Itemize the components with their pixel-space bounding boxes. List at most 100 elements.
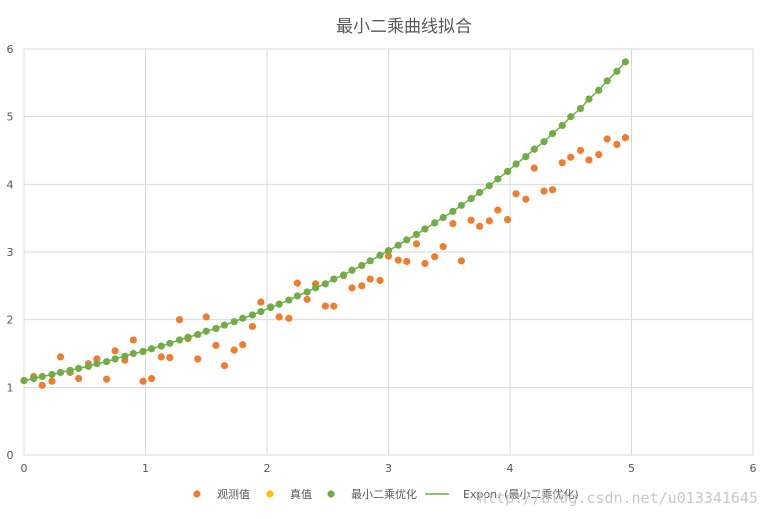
observed-point-22	[220, 362, 229, 370]
observed-point-48	[457, 257, 465, 265]
legend-marker-2	[327, 490, 335, 498]
fitted-point-5	[66, 366, 74, 375]
observed-point-42	[403, 257, 411, 266]
fitted-point-47	[449, 207, 457, 215]
x-tick-label-3: 3	[385, 462, 392, 475]
fitted-point-3	[48, 370, 56, 379]
fitted-point-9	[103, 358, 111, 366]
observed-point-12	[129, 336, 137, 344]
fitted-point-59	[558, 121, 566, 130]
observed-point-34	[330, 302, 338, 310]
observed-point-36	[348, 284, 356, 292]
fitted-point-23	[230, 318, 238, 326]
observed-point-52	[494, 206, 502, 214]
fitted-point-22	[220, 321, 229, 329]
observed-point-62	[585, 156, 593, 164]
fitted-point-29	[285, 296, 293, 304]
observed-point-54	[512, 190, 520, 198]
observed-point-31	[303, 295, 311, 303]
fitted-point-8	[93, 360, 101, 368]
observed-point-4	[56, 353, 65, 361]
fitted-point-50	[476, 188, 484, 197]
legend-item-1[interactable]: 真值	[266, 487, 312, 501]
observed-point-2	[38, 381, 46, 389]
observed-point-47	[449, 219, 457, 228]
fitted-point-36	[348, 266, 356, 274]
observed-point-56	[530, 164, 538, 172]
fitted-point-61	[576, 104, 585, 113]
fitted-point-6	[75, 364, 83, 372]
observed-point-33	[321, 302, 329, 310]
legend-item-2[interactable]: 最小二乘优化	[327, 487, 417, 501]
y-tick-label-6: 6	[7, 43, 14, 56]
data-points	[20, 58, 630, 389]
observed-point-49	[467, 216, 475, 224]
fitted-point-44	[421, 225, 429, 233]
y-tick-label-5: 5	[7, 111, 14, 124]
fitted-point-34	[330, 275, 338, 283]
fitted-point-20	[202, 327, 210, 335]
axis-ticks: 0 1 2 3 4 5 6 0 1 2 3 4 5 6	[7, 43, 757, 475]
legend[interactable]: 观测值 真值 最小二乘优化 Expon. (最小二乘优化)	[193, 487, 579, 501]
fitted-point-27	[267, 303, 275, 312]
y-tick-label-2: 2	[7, 314, 14, 327]
fitted-point-37	[358, 261, 366, 270]
legend-marker-0	[193, 490, 201, 498]
fitted-point-53	[503, 167, 512, 176]
fitted-point-2	[38, 372, 46, 381]
legend-item-3[interactable]: Expon. (最小二乘优化)	[425, 487, 579, 501]
fitted-point-1	[30, 374, 38, 383]
fitted-point-12	[129, 349, 137, 358]
observed-point-39	[376, 276, 384, 285]
fitted-point-65	[613, 67, 621, 75]
observed-point-28	[275, 313, 283, 321]
observed-point-26	[257, 298, 265, 306]
fitted-point-31	[303, 288, 311, 296]
fitted-point-43	[412, 230, 421, 239]
observed-point-59	[558, 159, 566, 167]
fitted-point-40	[384, 247, 393, 255]
fitted-point-64	[603, 77, 611, 85]
observed-point-65	[613, 140, 621, 149]
fitted-point-26	[257, 307, 265, 316]
fitted-point-17	[175, 336, 184, 344]
fitted-point-0	[20, 376, 28, 385]
y-tick-label-0: 0	[7, 449, 14, 462]
fitted-point-7	[84, 362, 92, 370]
observed-point-3	[48, 377, 56, 385]
fitted-point-63	[595, 86, 603, 94]
observed-point-66	[621, 134, 630, 142]
observed-point-29	[285, 314, 293, 322]
fitted-point-10	[111, 355, 119, 363]
fitted-point-46	[439, 213, 447, 222]
observed-point-51	[485, 217, 493, 225]
fitted-point-11	[121, 352, 129, 360]
observed-point-38	[366, 275, 374, 283]
observed-point-55	[522, 195, 530, 203]
observed-point-9	[103, 375, 111, 383]
fitted-point-15	[157, 342, 165, 350]
fitted-point-38	[366, 257, 374, 265]
fitted-point-13	[139, 347, 147, 356]
x-tick-label-0: 0	[21, 462, 28, 475]
observed-point-25	[248, 322, 257, 331]
observed-point-20	[202, 313, 210, 321]
observed-point-43	[412, 240, 421, 248]
observed-point-40	[384, 252, 393, 260]
observed-point-63	[595, 150, 603, 159]
legend-marker-1	[266, 490, 274, 498]
x-tick-label-4: 4	[507, 462, 514, 475]
observed-point-14	[147, 374, 156, 383]
fitted-point-41	[394, 241, 402, 249]
observed-point-50	[476, 222, 484, 230]
observed-point-45	[431, 253, 439, 261]
fitted-point-49	[467, 194, 475, 203]
observed-point-10	[111, 347, 119, 355]
plot-frame	[23, 48, 754, 456]
fitted-point-19	[194, 330, 202, 339]
legend-item-0[interactable]: 观测值	[193, 488, 250, 501]
grid-lines	[23, 48, 754, 456]
fitted-point-18	[184, 333, 192, 341]
